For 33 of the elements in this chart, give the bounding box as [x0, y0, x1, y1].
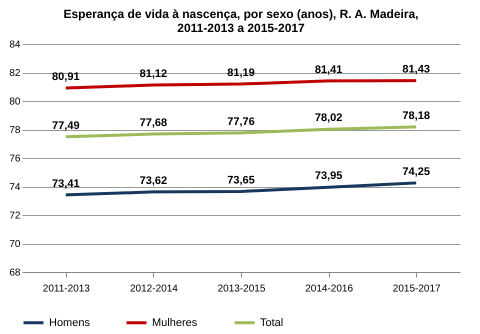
data-label: 78,02: [314, 112, 342, 124]
data-label: 73,65: [227, 174, 255, 186]
data-label: 81,19: [227, 67, 255, 80]
y-tick-label: 76: [9, 154, 21, 164]
y-tick-label: 74: [9, 182, 21, 193]
data-label: 73,95: [314, 170, 342, 182]
legend-label: Mulheres: [152, 316, 198, 329]
y-tick-label: 82: [9, 68, 21, 79]
chart-title: Esperança de vida à nascença, por sexo (anos), R. A. Madeira, 2011-2013 a 2015-2017: [63, 7, 419, 35]
data-label: 78,18: [402, 110, 430, 122]
y-tick-label: 68: [9, 268, 21, 278]
data-label: 77,68: [140, 117, 168, 130]
data-label: 81,41: [314, 64, 342, 76]
data-label: 73,62: [140, 174, 168, 187]
y-tick-label: 72: [9, 210, 21, 222]
x-tick-label: 2015-2017: [392, 284, 442, 294]
data-label: 80,91: [52, 71, 80, 84]
data-label: 81,12: [140, 68, 168, 80]
x-tick-label: 2012-2014: [130, 284, 178, 294]
y-tick-label: 70: [9, 239, 21, 250]
x-tick-label: 2014-2016: [305, 284, 354, 294]
x-tick-label: 2011-2013: [42, 284, 90, 294]
y-tick-label: 84: [9, 40, 21, 50]
data-label: 77,49: [52, 120, 80, 132]
x-tick-label: 2013-2015: [218, 284, 266, 294]
data-label: 73,41: [52, 178, 80, 190]
legend-label: Homens: [49, 316, 90, 329]
data-label: 77,76: [227, 116, 255, 128]
y-tick-label: 78: [9, 125, 21, 136]
data-label: 81,43: [402, 64, 430, 76]
y-tick-label: 80: [9, 96, 21, 108]
legend-label: Total: [260, 316, 284, 329]
data-label: 74,25: [402, 166, 430, 178]
